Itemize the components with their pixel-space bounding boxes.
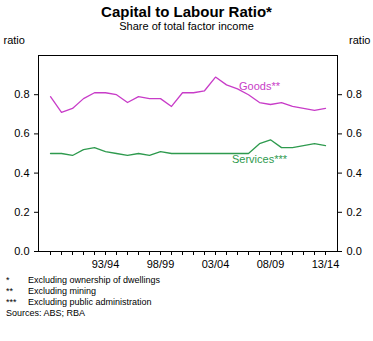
svg-text:0.8: 0.8	[347, 88, 362, 100]
svg-text:ratio: ratio	[349, 34, 370, 46]
svg-text:0.4: 0.4	[14, 167, 29, 179]
svg-text:Goods**: Goods**	[239, 80, 281, 92]
svg-text:0.8: 0.8	[14, 88, 29, 100]
html-text:Excluding mining: Excluding mining	[28, 286, 96, 296]
svg-text:93/94: 93/94	[92, 258, 120, 270]
svg-text:ratio: ratio	[4, 34, 25, 46]
svg-text:0.0: 0.0	[14, 245, 29, 257]
svg-text:0.0: 0.0	[347, 245, 362, 257]
svg-text:Services***: Services***	[232, 153, 288, 165]
svg-text:98/99: 98/99	[147, 258, 175, 270]
svg-text:0.2: 0.2	[347, 206, 362, 218]
svg-text:13/14: 13/14	[312, 258, 340, 270]
svg-text:0.2: 0.2	[14, 206, 29, 218]
svg-text:08/09: 08/09	[257, 258, 285, 270]
svg-text:0.4: 0.4	[347, 167, 362, 179]
html-text:Share of total factor income: Share of total factor income	[119, 20, 254, 32]
html-text:Capital to Labour Ratio*: Capital to Labour Ratio*	[101, 3, 272, 20]
html-text:Sources: ABS; RBA: Sources: ABS; RBA	[6, 308, 85, 318]
html-text:Excluding ownership of dwellin: Excluding ownership of dwellings	[28, 275, 161, 285]
svg-text:0.6: 0.6	[347, 127, 362, 139]
svg-text:0.6: 0.6	[14, 127, 29, 139]
svg-text:03/04: 03/04	[202, 258, 230, 270]
html-text:Excluding public administratio: Excluding public administration	[28, 297, 152, 307]
